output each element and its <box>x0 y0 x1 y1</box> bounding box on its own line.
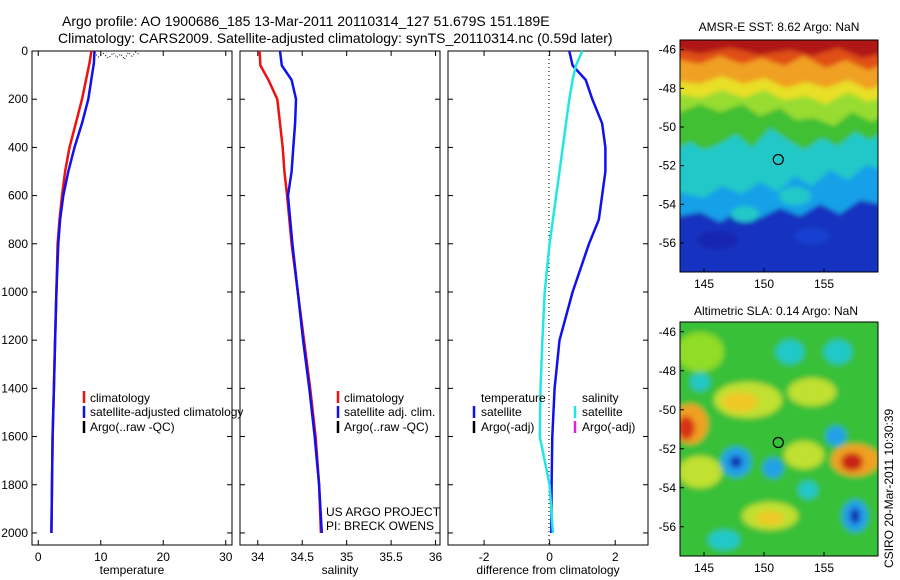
x-tick-label: 34.5 <box>291 550 315 564</box>
series-line-satellite-adj-clim <box>278 50 324 534</box>
y-tick-label: 400 <box>8 140 28 154</box>
x-tick-label: 36 <box>429 550 443 564</box>
legend-label-argo: Argo(..raw -QC) <box>90 420 175 434</box>
temperature-legend: climatology satellite-adjusted climatolo… <box>82 391 243 434</box>
credit-project: US ARGO PROJECT <box>326 505 441 519</box>
temperature-panel <box>31 50 233 546</box>
legend-header-salinity: salinity <box>582 391 619 405</box>
y-tick-label: 1800 <box>1 478 28 492</box>
argo-float-location-marker <box>772 153 784 166</box>
legend-label-satellite-adj: satellite adj. clim. <box>344 405 435 419</box>
map-x-tick-label: 150 <box>754 277 774 291</box>
x-tick-label: 35.5 <box>379 550 403 564</box>
x-tick-label: -2 <box>479 550 490 564</box>
map-y-tick-label: -50 <box>659 120 677 134</box>
map-y-tick-label: -56 <box>659 236 677 250</box>
x-tick-label: 0 <box>35 550 42 564</box>
y-tick-label: 1600 <box>1 430 28 444</box>
legend-label-argo: Argo(..raw -QC) <box>344 420 429 434</box>
legend-label-temperature-argo: Argo(-adj) <box>481 420 534 434</box>
difference-panel <box>447 50 649 546</box>
sla-map-title: Altimetric SLA: 0.14 Argo: NaN <box>694 304 858 318</box>
difference-axis-label: difference from climatology <box>476 563 619 577</box>
sla-heatmap <box>680 322 878 556</box>
map-tick-layer: 145 150 155 -46 -48 -50 -52 -54 -56 145 150 155 -46 -… <box>659 43 835 575</box>
sst-map-title: AMSR-E SST: 8.62 Argo: NaN <box>699 20 860 34</box>
argo-float-location-marker <box>772 436 784 449</box>
tick-layer: 0 10 20 30020040060080010001200140016001800… <box>1 44 648 564</box>
y-tick-label: 2000 <box>1 526 28 540</box>
legend-header-temperature: temperature <box>481 391 546 405</box>
series-line-salinity-satellite <box>538 50 584 534</box>
sla-map-frame <box>679 321 879 557</box>
figure-title-line2: Climatology: CARS2009. Satellite-adjuste… <box>58 30 613 46</box>
series-line-temperature-satellite <box>550 50 607 534</box>
y-tick-label: 1200 <box>1 333 28 347</box>
map-y-tick-label: -50 <box>659 403 677 417</box>
x-tick-label: 35 <box>340 550 354 564</box>
legend-label-climatology: climatology <box>90 391 150 405</box>
map-y-tick-label: -46 <box>659 43 677 57</box>
sst-map-frame <box>679 39 879 273</box>
y-tick-label: 800 <box>8 237 28 251</box>
map-y-tick-label: -52 <box>659 442 677 456</box>
difference-legend: temperature satellite Argo(-adj) salinit… <box>472 391 635 434</box>
x-tick-label: 34 <box>251 550 265 564</box>
legend-label-climatology: climatology <box>344 391 404 405</box>
salinity-axis-label: salinity <box>322 563 359 577</box>
map-x-tick-label: 155 <box>814 277 834 291</box>
map-y-tick-label: -56 <box>659 520 677 534</box>
y-tick-label: 600 <box>8 189 28 203</box>
legend-label-temperature-satellite: satellite <box>481 405 522 419</box>
y-tick-label: 1400 <box>1 381 28 395</box>
x-tick-label: 10 <box>94 550 108 564</box>
x-tick-label: 0 <box>546 550 553 564</box>
map-y-tick-label: -48 <box>659 364 677 378</box>
legend-label-salinity-argo: Argo(-adj) <box>582 420 635 434</box>
timestamp-stamp: CSIRO 20-Mar-2011 10:30:39 <box>882 408 896 568</box>
salinity-panel <box>239 50 441 546</box>
map-x-tick-label: 150 <box>754 561 774 575</box>
legend-label-satellite-adjusted: satellite-adjusted climatology <box>90 405 243 419</box>
map-y-tick-label: -54 <box>659 197 677 211</box>
temperature-axis-label: temperature <box>100 563 165 577</box>
x-tick-label: 2 <box>612 550 619 564</box>
y-tick-label: 0 <box>21 44 28 58</box>
map-x-tick-label: 155 <box>814 561 834 575</box>
x-tick-label: 20 <box>157 550 171 564</box>
credit-pi: PI: BRECK OWENS <box>326 519 434 533</box>
y-tick-label: 1000 <box>1 285 28 299</box>
map-y-tick-label: -48 <box>659 81 677 95</box>
map-y-tick-label: -52 <box>659 159 677 173</box>
x-tick-label: 30 <box>219 550 233 564</box>
map-y-tick-label: -46 <box>659 325 677 339</box>
map-y-tick-label: -54 <box>659 481 677 495</box>
map-x-tick-label: 145 <box>694 561 714 575</box>
legend-label-salinity-satellite: satellite <box>582 405 623 419</box>
series-line-satellite-adjusted-climatology <box>50 50 96 534</box>
salinity-legend: climatology satellite adj. clim. Argo(..… <box>326 391 441 533</box>
sst-heatmap <box>680 40 878 272</box>
profile-lines-layer <box>50 50 607 534</box>
map-x-tick-label: 145 <box>694 277 714 291</box>
figure-title-line1: Argo profile: AO 1900686_185 13-Mar-2011… <box>62 13 550 29</box>
y-tick-label: 200 <box>8 92 28 106</box>
